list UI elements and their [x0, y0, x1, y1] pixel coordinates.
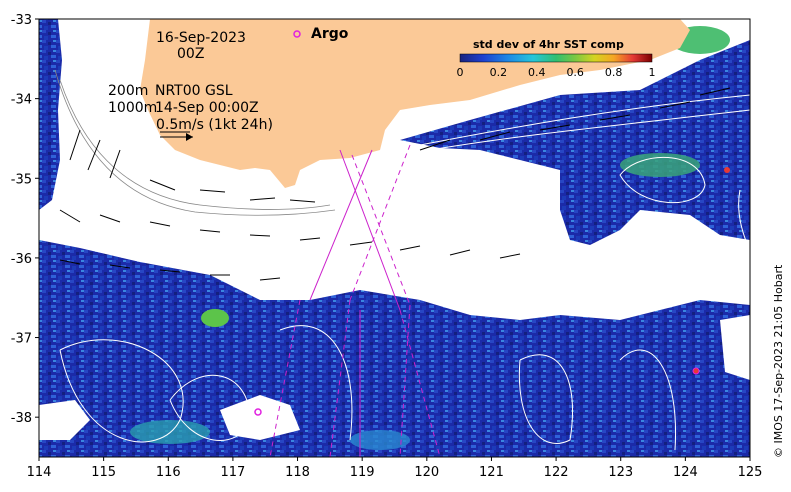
lon-tick-label: 125 — [738, 465, 763, 480]
no-data-patch — [39, 400, 90, 440]
lon-tick-label: 119 — [350, 465, 375, 480]
colorbar-title: std dev of 4hr SST comp — [473, 38, 624, 51]
depth-line1: 200m — [108, 83, 148, 99]
scale-label: 0.5m/s (1kt 24h) — [156, 117, 273, 133]
lat-tick-label: -38 — [11, 411, 32, 426]
lon-tick-label: 115 — [91, 465, 116, 480]
argo-float-marker — [692, 367, 700, 375]
lat-tick-label: -36 — [11, 252, 32, 267]
argo-legend-label: Argo — [311, 26, 349, 42]
credit-text: © IMOS 17-Sep-2023 21:05 Hobart — [772, 264, 785, 458]
lon-axis: 114 115 116 117 118 119 120 121 122 123 124 125 — [27, 457, 763, 480]
lon-tick-label: 118 — [285, 465, 310, 480]
lon-tick-label: 124 — [673, 465, 698, 480]
colorbar-tick-label: 0.8 — [605, 66, 623, 79]
colorbar-tick-label: 0 — [457, 66, 464, 79]
no-data-patch — [720, 315, 750, 380]
lon-tick-label: 116 — [156, 465, 181, 480]
colorbar: std dev of 4hr SST comp 0 0.2 0.4 0.6 0.8 1 — [457, 38, 656, 79]
product-line1: NRT00 GSL — [155, 83, 233, 99]
colorbar-tick-label: 0.6 — [566, 66, 584, 79]
lat-tick-label: -34 — [11, 93, 32, 108]
lon-tick-label: 117 — [220, 465, 245, 480]
lat-tick-label: -33 — [11, 13, 32, 28]
colorbar-tick-label: 0.2 — [490, 66, 508, 79]
sst-high-patch — [350, 430, 410, 450]
argo-float-marker — [724, 167, 730, 173]
lat-tick-label: -35 — [11, 172, 32, 187]
lon-tick-label: 121 — [479, 465, 504, 480]
colorbar-tick-label: 0.4 — [528, 66, 546, 79]
plot-frame — [38, 18, 751, 458]
current-vectors — [59, 87, 731, 281]
depth-line2: 1000m — [108, 100, 157, 116]
hour-label: 00Z — [177, 46, 204, 62]
argo-tracks — [269, 144, 441, 457]
plot-area — [39, 19, 750, 457]
ssh-contours — [59, 94, 750, 451]
lon-tick-label: 114 — [27, 465, 52, 480]
colorbar-tick-label: 1 — [649, 66, 656, 79]
argo-float-marker — [254, 408, 262, 416]
argo-legend-marker — [293, 30, 301, 38]
lat-axis: -33 -34 -35 -36 -37 -38 — [11, 13, 39, 426]
lat-tick-label: -37 — [11, 332, 32, 347]
date-label: 16-Sep-2023 — [156, 30, 246, 46]
scale-arrow — [160, 133, 193, 141]
product-line2: 14-Sep 00:00Z — [155, 100, 259, 116]
lon-tick-label: 120 — [414, 465, 439, 480]
sst-data-northwest — [39, 19, 62, 210]
sst-data-northeast — [400, 40, 750, 245]
colorbar-gradient — [459, 53, 653, 63]
sst-high-patch — [201, 309, 229, 327]
lon-tick-label: 123 — [608, 465, 633, 480]
isobath-contours — [54, 69, 336, 216]
lon-tick-label: 122 — [544, 465, 569, 480]
